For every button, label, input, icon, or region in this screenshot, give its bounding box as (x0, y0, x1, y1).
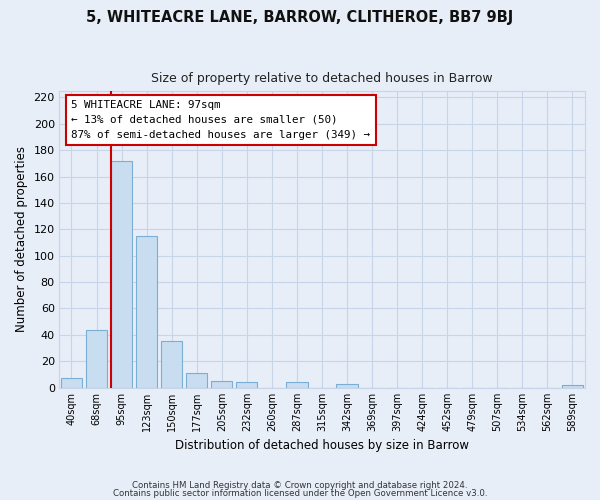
Bar (111, 160, 132, 388)
Bar (136, 236, 157, 388)
Text: 5 WHITEACRE LANE: 97sqm
← 13% of detached houses are smaller (50)
87% of semi-de: 5 WHITEACRE LANE: 97sqm ← 13% of detache… (71, 100, 370, 140)
Bar (286, 382, 308, 388)
Bar (161, 342, 182, 388)
Bar (211, 381, 232, 388)
Title: Size of property relative to detached houses in Barrow: Size of property relative to detached ho… (151, 72, 493, 86)
Text: Contains public sector information licensed under the Open Government Licence v3: Contains public sector information licen… (113, 488, 487, 498)
Bar (337, 384, 358, 388)
Bar (186, 373, 208, 388)
Bar (86, 330, 107, 388)
Text: 5, WHITEACRE LANE, BARROW, CLITHEROE, BB7 9BJ: 5, WHITEACRE LANE, BARROW, CLITHEROE, BB… (86, 10, 514, 25)
Bar (562, 385, 583, 388)
Y-axis label: Number of detached properties: Number of detached properties (15, 146, 28, 332)
Text: Contains HM Land Registry data © Crown copyright and database right 2024.: Contains HM Land Registry data © Crown c… (132, 481, 468, 490)
Bar (236, 382, 257, 388)
Bar (61, 378, 82, 388)
X-axis label: Distribution of detached houses by size in Barrow: Distribution of detached houses by size … (175, 440, 469, 452)
